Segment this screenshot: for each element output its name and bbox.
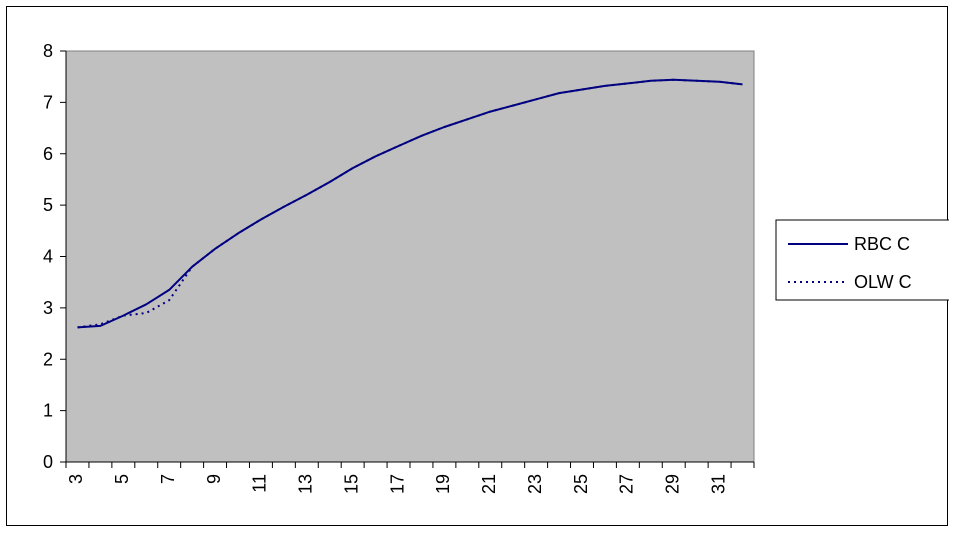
x-tick-label: 21 [479, 474, 499, 494]
legend-label-1: OLW C [854, 272, 912, 292]
x-tick-label: 23 [525, 474, 545, 494]
y-tick-label: 2 [43, 349, 53, 369]
x-tick-label: 5 [112, 474, 132, 484]
x-tick-label: 25 [571, 474, 591, 494]
x-tick-label: 31 [708, 474, 728, 494]
x-tick-label: 19 [433, 474, 453, 494]
chart-frame: 0 1 2 3 4 5 6 7 8 3 5 7 9 11 13 15 17 19 21 23 25 27 29 31 RBC C… [6, 6, 949, 526]
y-tick-label: 4 [43, 247, 53, 267]
x-tick-label: 13 [296, 474, 316, 494]
x-tick-label: 29 [662, 474, 682, 494]
legend-box [775, 219, 949, 301]
y-tick-label: 1 [43, 401, 53, 421]
legend-label-0: RBC C [854, 234, 910, 254]
x-tick-label: 17 [387, 474, 407, 494]
plot-area [65, 50, 755, 463]
y-tick-label: 0 [43, 452, 53, 472]
x-tick-label: 9 [204, 474, 224, 484]
x-tick-label: 27 [617, 474, 637, 494]
y-tick-label: 6 [43, 144, 53, 164]
y-tick-label: 3 [43, 298, 53, 318]
y-tick-label: 8 [43, 41, 53, 61]
x-tick-label: 11 [250, 474, 270, 493]
x-tick-label: 15 [341, 474, 361, 494]
y-tick-label: 7 [43, 92, 53, 112]
series-line-1 [77, 78, 743, 329]
x-tick-label: 3 [66, 474, 86, 484]
x-tick-label: 7 [158, 474, 178, 484]
y-tick-label: 5 [43, 195, 53, 215]
